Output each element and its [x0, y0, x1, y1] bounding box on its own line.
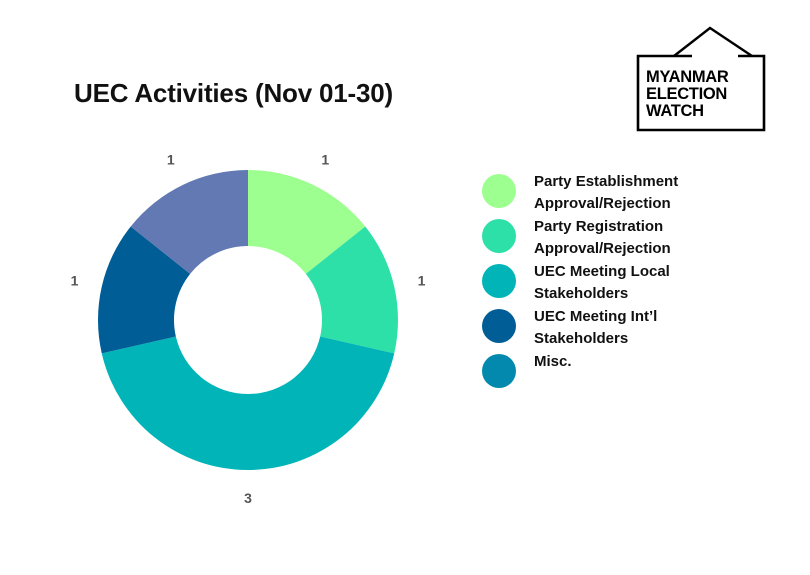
slice-value-label: 1: [321, 152, 329, 168]
logo-text: MYANMAR ELECTION WATCH: [646, 69, 729, 120]
slice-value-label: 3: [244, 490, 252, 506]
legend-label: Misc.: [534, 353, 572, 370]
donut-slice: [98, 226, 191, 354]
ballot-box-icon: [636, 26, 766, 132]
legend-label: Party Establishment Approval/Rejection: [534, 173, 679, 212]
logo-line-2: ELECTION: [646, 85, 728, 103]
slice-value-labels: 1 1 3 1 1: [71, 152, 426, 506]
legend-swatch: [482, 354, 516, 388]
legend-label: UEC Meeting Local Stakeholders: [534, 263, 670, 302]
legend-label: Party Registration Approval/Rejection: [534, 218, 671, 257]
donut-slices: [98, 170, 398, 471]
legend-swatch: [482, 219, 516, 253]
donut-slice: [101, 336, 395, 471]
slice-value-label: 1: [418, 272, 426, 288]
legend-swatch: [482, 309, 516, 343]
logo-line-3: WATCH: [646, 102, 704, 120]
myanmar-election-watch-logo: MYANMAR ELECTION WATCH: [636, 26, 768, 134]
donut-slice: [305, 226, 398, 354]
donut-slice: [130, 170, 248, 274]
slice-value-label: 1: [71, 272, 79, 288]
legend-swatch: [482, 174, 516, 208]
slice-value-label: 1: [167, 152, 175, 168]
chart-title: UEC Activities (Nov 01-30): [74, 78, 393, 108]
legend-label: UEC Meeting Int’l Stakeholders: [534, 308, 658, 347]
logo-line-1: MYANMAR: [646, 68, 729, 86]
donut-slice: [248, 170, 366, 274]
legend-swatch: [482, 264, 516, 298]
